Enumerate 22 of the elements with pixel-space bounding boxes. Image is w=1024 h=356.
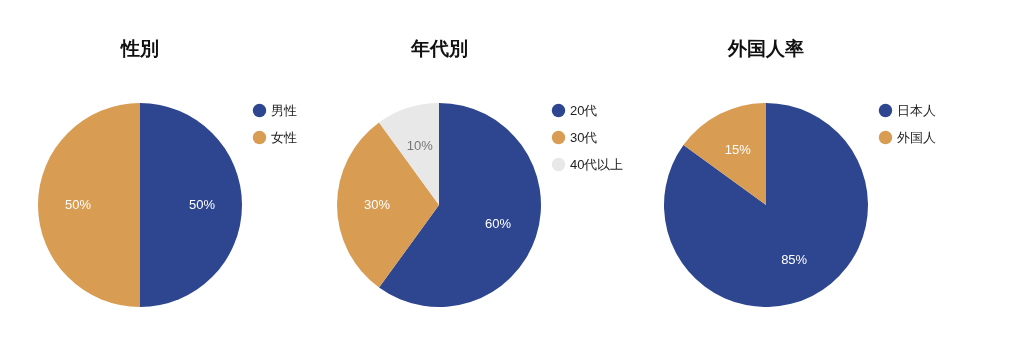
pie-slice	[664, 103, 868, 307]
pie-slice	[683, 103, 766, 205]
chart-title: 年代別	[409, 38, 468, 59]
legend-label: 40代以上	[570, 156, 624, 172]
legend-label: 外国人	[897, 129, 936, 145]
pie-slice	[337, 122, 439, 288]
legend-label: 20代	[570, 102, 598, 118]
data-label: 60%	[484, 216, 512, 232]
data-label: 15%	[724, 141, 752, 157]
legend-label: 30代	[570, 129, 598, 145]
legend-label: 女性	[271, 129, 297, 145]
pie-slice	[38, 103, 140, 307]
chart-title: 外国人率	[727, 38, 804, 59]
data-label: 50%	[188, 197, 216, 212]
pie-slice	[140, 103, 242, 307]
data-label: 85%	[781, 252, 808, 268]
chart-title: 性別	[120, 38, 159, 59]
data-label: 10%	[406, 138, 434, 154]
legend-label: 日本人	[897, 102, 936, 118]
data-label: 30%	[363, 197, 391, 212]
data-label: 50%	[64, 197, 92, 212]
legend-label: 男性	[271, 102, 297, 118]
